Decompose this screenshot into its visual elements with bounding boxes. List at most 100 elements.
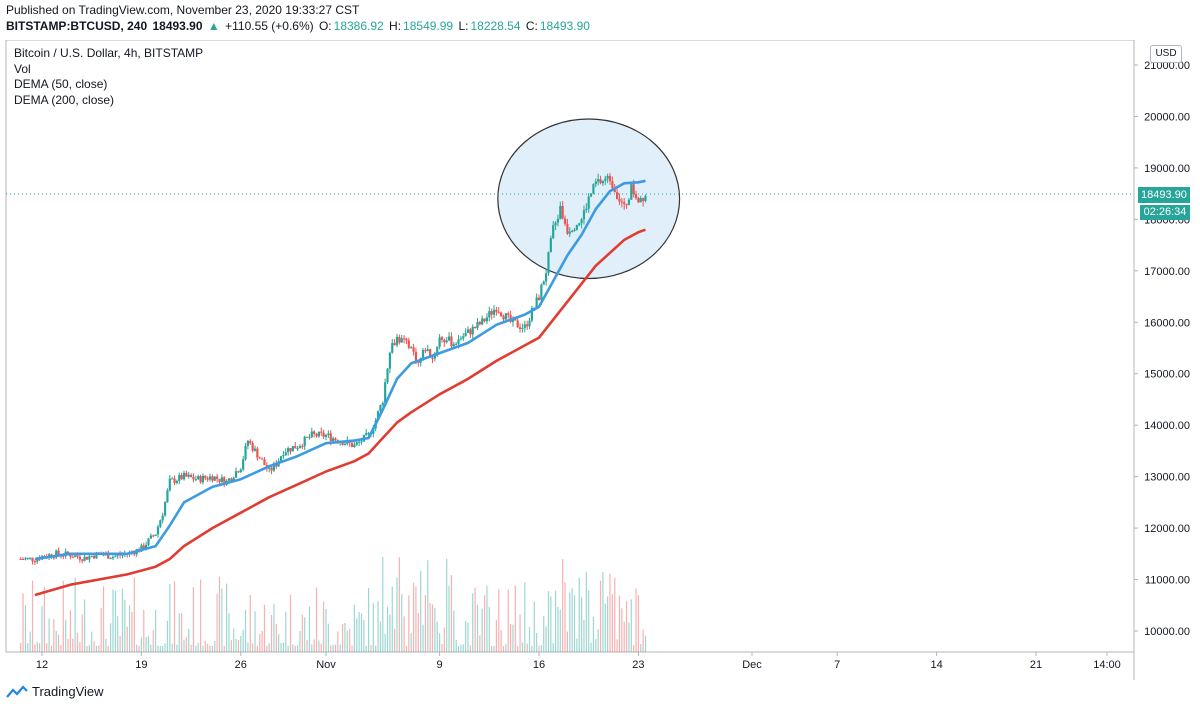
candle-61 — [163, 502, 167, 516]
volume-bar-165 — [410, 633, 412, 652]
x-tick-label-0: 12 — [36, 659, 48, 671]
volume-bar-52 — [143, 609, 145, 652]
volume-bar-17 — [60, 645, 62, 652]
candle-133 — [334, 438, 337, 441]
volume-bar-92 — [237, 639, 240, 652]
volume-bar-176 — [436, 621, 438, 652]
candle-177 — [438, 337, 441, 347]
candle-112 — [284, 452, 287, 456]
volume-bar-207 — [510, 623, 512, 652]
volume-bar-238 — [583, 619, 585, 652]
volume-bar-114 — [289, 594, 292, 652]
price-chart[interactable]: 21000.0020000.0019000.0018000.0017000.00… — [0, 40, 1200, 680]
y-tick-label-11: 10000.00 — [1144, 626, 1190, 638]
candle-56 — [152, 535, 155, 537]
volume-bar-99 — [254, 611, 256, 652]
volume-bar-54 — [147, 635, 150, 652]
candle-178 — [440, 337, 444, 340]
low-label: L: — [458, 19, 469, 33]
candle-95 — [244, 445, 247, 460]
candle-153 — [381, 402, 384, 405]
volume-bar-200 — [493, 645, 495, 652]
volume-bar-50 — [138, 645, 140, 652]
volume-bar-129 — [325, 608, 327, 652]
candle-100 — [256, 448, 259, 458]
candle-259 — [632, 184, 635, 195]
volume-bar-197 — [486, 585, 488, 652]
volume-bar-58 — [157, 645, 159, 652]
symbol-line: BITSTAMP:BTCUSD, 240 18493.90 ▲ +110.55 … — [6, 19, 592, 33]
volume-bar-101 — [259, 633, 261, 652]
volume-bar-234 — [573, 595, 576, 652]
candle-131 — [329, 433, 332, 442]
candle-237 — [580, 219, 583, 224]
open-value: 18386.92 — [333, 19, 384, 33]
candle-209 — [514, 318, 517, 321]
volume-bar-122 — [308, 606, 311, 652]
volume-bar-209 — [514, 585, 516, 652]
symbol: BITSTAMP:BTCUSD, 240 — [6, 19, 148, 33]
candle-54 — [147, 538, 150, 545]
candle-184 — [455, 343, 458, 345]
y-tick-label-10: 11000.00 — [1145, 575, 1190, 587]
candle-183 — [452, 344, 455, 347]
volume-bar-87 — [226, 583, 228, 652]
chart-area[interactable]: 21000.00 20000.00 19000.00 18000.00 17000.00… — [0, 40, 1200, 680]
close-value: 18493.90 — [539, 19, 590, 33]
volume-bar-70 — [185, 637, 187, 652]
volume-bar-33 — [98, 645, 100, 652]
volume-bar-3 — [27, 643, 29, 652]
dema200-line — [34, 228, 646, 597]
candle-101 — [258, 457, 261, 459]
volume-bar-226 — [554, 590, 557, 652]
price-tag: 18493.90 — [1138, 187, 1190, 203]
candle-262 — [639, 198, 642, 203]
candle-202 — [497, 311, 500, 313]
x-tick-label-1: 19 — [135, 659, 147, 671]
volume-bar-146 — [365, 645, 367, 652]
candle-204 — [502, 316, 505, 320]
volume-bar-65 — [173, 581, 176, 652]
candle-126 — [317, 431, 320, 437]
candle-212 — [521, 328, 524, 330]
candle-258 — [630, 184, 633, 200]
volume-bar-36 — [105, 638, 107, 652]
volume-bar-56 — [152, 630, 154, 652]
volume-bar-251 — [614, 577, 616, 652]
volume-bar-46 — [128, 605, 131, 652]
candle-199 — [490, 311, 493, 315]
volume-bar-121 — [306, 640, 308, 652]
candle-136 — [341, 441, 344, 446]
candle-37 — [107, 553, 110, 559]
volume-bar-72 — [190, 645, 192, 652]
candle-185 — [457, 339, 460, 344]
candle-125 — [315, 433, 318, 437]
candle-228 — [559, 206, 562, 219]
candle-102 — [261, 458, 264, 460]
candle-122 — [308, 437, 311, 439]
candle-243 — [594, 181, 597, 185]
candle-196 — [483, 318, 486, 322]
candle-30 — [90, 555, 93, 557]
candle-40 — [114, 555, 117, 557]
candle-77 — [201, 475, 205, 483]
volume-bar-100 — [256, 645, 258, 652]
volume-bar-59 — [159, 645, 161, 652]
volume-bar-191 — [472, 593, 474, 652]
volume-bar-79 — [207, 643, 209, 652]
volume-bar-182 — [450, 575, 453, 652]
volume-bar-19 — [65, 619, 67, 652]
volume-bar-97 — [249, 595, 251, 652]
candle-159 — [395, 336, 399, 346]
currency-button[interactable]: USD — [1150, 45, 1182, 63]
volume-bar-124 — [313, 639, 315, 652]
volume-bar-2 — [24, 605, 27, 652]
candle-88 — [227, 478, 231, 481]
volume-bar-22 — [72, 638, 74, 652]
volume-bar-109 — [278, 634, 280, 652]
volume-bar-21 — [69, 610, 71, 652]
candle-58 — [156, 526, 160, 535]
volume-bar-18 — [62, 580, 64, 652]
volume-bar-204 — [502, 645, 505, 652]
y-tick-label-9: 12000.00 — [1144, 523, 1190, 535]
